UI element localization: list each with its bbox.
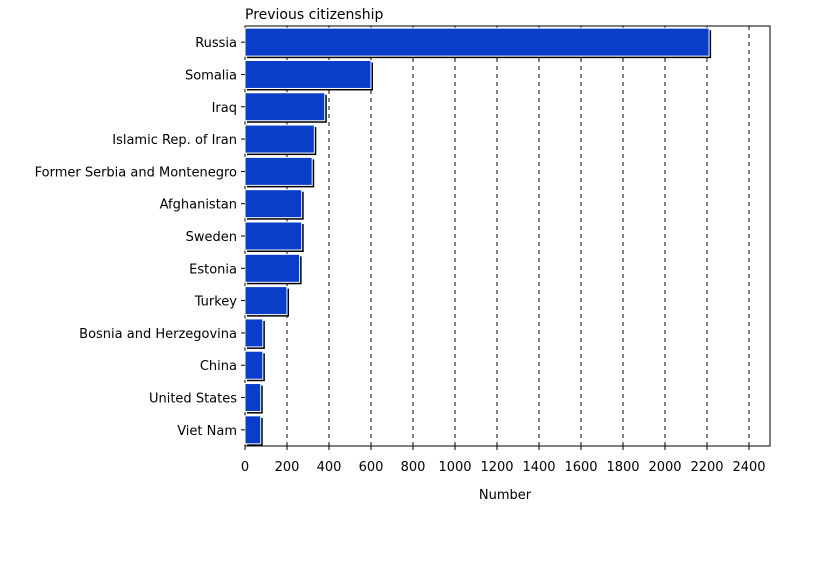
x-tick-label: 0 (241, 460, 249, 475)
x-tick-label: 800 (401, 460, 426, 475)
x-tick-label: 400 (317, 460, 342, 475)
bar (244, 383, 262, 413)
x-tick-label: 1400 (522, 460, 555, 475)
x-tick-label: 1200 (480, 460, 513, 475)
bar (244, 350, 264, 380)
category-label: Russia (195, 36, 237, 51)
x-tick-label: 1600 (564, 460, 597, 475)
bar (244, 59, 372, 89)
bar (244, 124, 315, 154)
bar (244, 415, 262, 445)
category-label: Turkey (194, 295, 238, 310)
plot-area (244, 25, 771, 447)
bars-group (244, 27, 712, 446)
category-label: Afghanistan (160, 198, 237, 213)
category-label: Viet Nam (177, 424, 237, 439)
category-label: Former Serbia and Montenegro (35, 165, 237, 180)
x-tick-label: 200 (275, 460, 300, 475)
bar (244, 221, 303, 251)
x-tick-label: 600 (359, 460, 384, 475)
bar (244, 92, 326, 122)
bar (244, 253, 301, 283)
category-label: China (200, 359, 237, 374)
category-label: Somalia (185, 68, 237, 83)
x-tick-label: 2000 (648, 460, 681, 475)
category-label: Sweden (186, 230, 237, 245)
category-label: Iraq (212, 101, 237, 116)
category-label: Bosnia and Herzegovina (79, 327, 237, 342)
category-label: Islamic Rep. of Iran (112, 133, 237, 148)
x-axis-label: Number (479, 488, 532, 503)
x-tick-labels: 0 200 400 600 800 1000 1200 1400 1600 1800 2000 220… (241, 446, 766, 475)
x-tick-label: 1000 (438, 460, 471, 475)
chart-title: Previous citizenship (245, 7, 383, 23)
bar (244, 189, 303, 219)
x-tick-label: 2400 (732, 460, 765, 475)
x-tick-label: 2200 (690, 460, 723, 475)
category-label: United States (149, 392, 237, 407)
category-labels: Russia Somalia Iraq Islamic Rep. of Iran For… (35, 36, 245, 439)
bar (244, 156, 313, 186)
bar (244, 27, 710, 57)
bar (244, 318, 264, 348)
bar (244, 286, 288, 316)
x-tick-label: 1800 (606, 460, 639, 475)
category-label: Estonia (189, 262, 237, 277)
